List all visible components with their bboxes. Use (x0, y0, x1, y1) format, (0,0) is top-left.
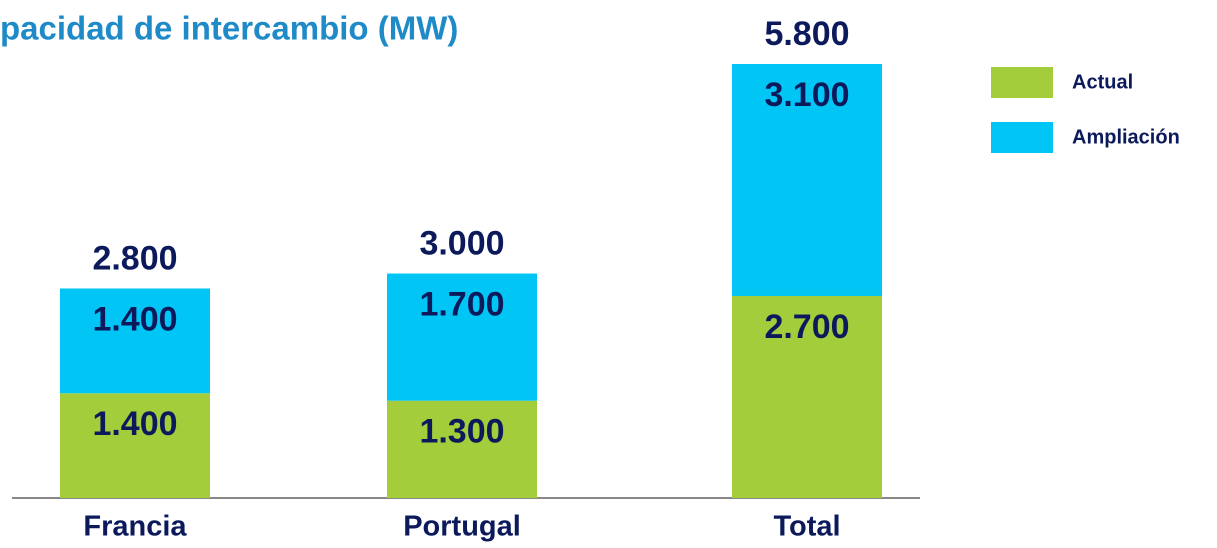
legend-swatch (991, 67, 1053, 98)
total-label: 2.800 (92, 239, 177, 277)
bar-segment (732, 295, 882, 498)
x-tick-label: Total (773, 511, 840, 543)
value-label: 3.100 (764, 76, 849, 114)
value-label: 1.400 (92, 405, 177, 443)
value-label: 1.700 (419, 286, 504, 324)
legend-label: Actual (1072, 71, 1133, 93)
legend-swatch (991, 122, 1053, 153)
bar-segment (60, 393, 210, 498)
total-label: 5.800 (764, 15, 849, 53)
total-label: 3.000 (419, 225, 504, 263)
value-label: 1.400 (92, 300, 177, 338)
x-tick-label: Portugal (403, 511, 521, 543)
chart-title: pacidad de intercambio (MW) (0, 10, 458, 47)
bar-segment (387, 273, 537, 401)
bar-segment (387, 400, 537, 498)
x-tick-label: Francia (83, 511, 187, 543)
bar-segment (732, 64, 882, 296)
bar-segment (60, 288, 210, 394)
value-label: 2.700 (764, 308, 849, 346)
legend-label: Ampliación (1072, 126, 1180, 148)
value-label: 1.300 (419, 413, 504, 451)
